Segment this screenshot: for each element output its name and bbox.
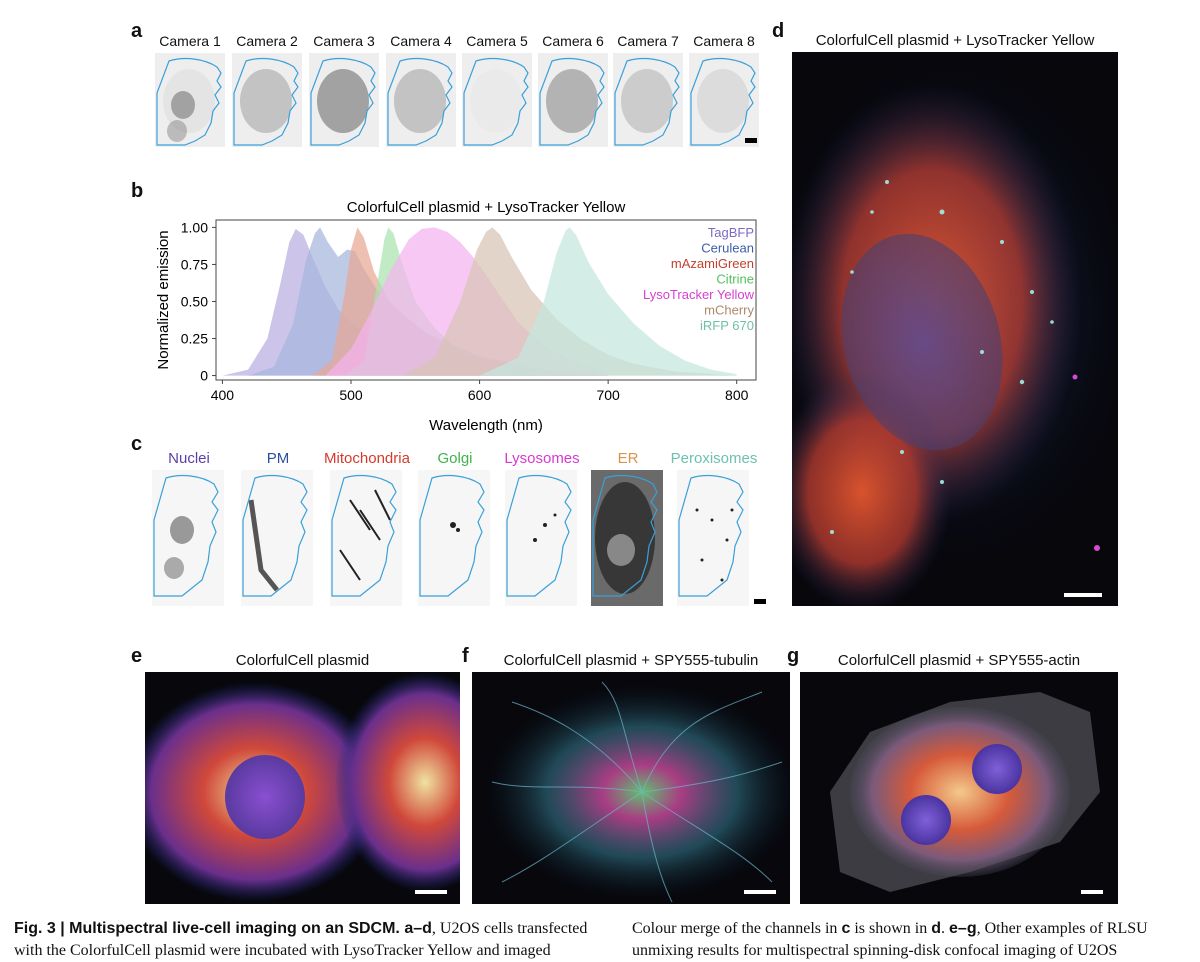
scale-bar-d	[1064, 593, 1102, 597]
y-tick-label: 0.25	[181, 331, 208, 347]
axis-ticks: 400 500 600 700 800 0 0.25 0.50 0.75 1.00	[181, 219, 749, 403]
channel-image-er	[591, 470, 663, 606]
x-tick-label: 800	[725, 387, 749, 403]
camera-label-4: Camera 4	[390, 33, 452, 49]
caption-right: Colour merge of the channels in c is sho…	[632, 918, 1192, 962]
camera-image-8	[689, 53, 759, 147]
caption-r1d: , Other examples of RLSU	[976, 920, 1148, 937]
area-irfp-670	[479, 227, 737, 376]
caption-ref-c: c	[841, 920, 851, 937]
channel-image-nuclei	[152, 470, 224, 606]
x-axis-label: Wavelength (nm)	[429, 417, 543, 434]
merged-image-g	[800, 672, 1118, 904]
channel-label-lysosomes: Lysosomes	[504, 450, 580, 467]
panel-f-title: ColorfulCell plasmid + SPY555-tubulin	[503, 652, 759, 669]
camera-image-6	[538, 53, 608, 147]
camera-label-3: Camera 3	[313, 33, 375, 49]
camera-image-4	[386, 53, 456, 147]
x-tick-label: 700	[596, 387, 620, 403]
y-tick-label: 1.00	[181, 219, 208, 235]
chart-legend: TagBFPCeruleanmAzamiGreenCitrineLysoTrac…	[643, 225, 755, 333]
legend-entry-lysotracker-yellow: LysoTracker Yellow	[643, 287, 755, 302]
channel-image-golgi	[418, 470, 490, 606]
channel-image-lysosomes	[505, 470, 577, 606]
panel-label-c: c	[131, 433, 143, 455]
x-tick-label: 600	[468, 387, 492, 403]
caption-line1-text: , U2OS cells transfected	[431, 920, 588, 937]
legend-entry-irfp-670: iRFP 670	[700, 318, 754, 333]
merged-image-e	[145, 672, 460, 904]
channel-label-nuclei: Nuclei	[168, 450, 210, 467]
caption-r1c: .	[941, 920, 950, 937]
panel-label-g: g	[787, 645, 800, 667]
caption-r1b: is shown in	[850, 920, 932, 937]
channel-image-pm	[241, 470, 313, 606]
caption-ref-eg: e–g	[949, 920, 977, 937]
scale-bar-a	[745, 138, 757, 143]
panel-label-e: e	[131, 645, 143, 667]
camera-label-2: Camera 2	[236, 33, 298, 49]
y-tick-label: 0.50	[181, 293, 208, 309]
plot-frame	[215, 219, 757, 381]
camera-image-2	[232, 53, 302, 147]
camera-label-8: Camera 8	[693, 33, 755, 49]
y-axis-label: Normalized emission	[155, 230, 172, 369]
caption-r2: unmixing results for multispectral spinn…	[632, 942, 1118, 959]
camera-image-3	[309, 53, 379, 147]
panel-label-d: d	[772, 20, 785, 42]
panel-e-title: ColorfulCell plasmid	[235, 652, 370, 669]
legend-entry-cerulean: Cerulean	[701, 241, 754, 256]
y-tick-label: 0	[200, 368, 208, 384]
caption-bold: Fig. 3 | Multispectral live-cell imaging…	[14, 920, 432, 937]
channel-label-peroxisomes: Peroxisomes	[670, 450, 758, 467]
panel-label-b: b	[131, 180, 144, 202]
scale-bar-f	[744, 890, 776, 894]
camera-image-7	[613, 53, 683, 147]
emission-spectra-chart: ColorfulCell plasmid + LysoTracker Yello…	[155, 199, 757, 434]
merged-image-f	[472, 672, 790, 904]
channel-label-pm: PM	[266, 450, 290, 467]
scale-bar-g	[1081, 890, 1103, 894]
channel-label-er: ER	[617, 450, 639, 467]
merged-image-d	[792, 52, 1118, 606]
camera-label-7: Camera 7	[617, 33, 679, 49]
camera-image-1	[155, 53, 225, 147]
caption-r1a: Colour merge of the channels in	[632, 920, 842, 937]
panel-g-title: ColorfulCell plasmid + SPY555-actin	[837, 652, 1081, 669]
spectra-areas	[222, 227, 737, 376]
legend-entry-mcherry: mCherry	[704, 303, 754, 318]
caption-ref-d: d	[931, 920, 942, 937]
scale-bar-e	[415, 890, 447, 894]
x-tick-label: 500	[339, 387, 363, 403]
area-mcherry	[402, 227, 737, 376]
channel-label-golgi: Golgi	[437, 450, 473, 467]
legend-entry-mazamigreen: mAzamiGreen	[671, 256, 754, 271]
legend-entry-tagbfp: TagBFP	[708, 225, 754, 240]
caption-line2: with the ColorfulCell plasmid were incub…	[14, 942, 551, 959]
camera-label-1: Camera 1	[159, 33, 221, 49]
caption-left: Fig. 3 | Multispectral live-cell imaging…	[14, 918, 604, 962]
panel-d-title: ColorfulCell plasmid + LysoTracker Yello…	[815, 32, 1095, 49]
camera-image-5	[462, 53, 532, 147]
legend-entry-citrine: Citrine	[716, 272, 754, 287]
camera-label-5: Camera 5	[466, 33, 528, 49]
chart-title: ColorfulCell plasmid + LysoTracker Yello…	[347, 199, 626, 216]
channel-label-mitochondria: Mitochondria	[324, 450, 410, 467]
channel-image-mitochondria	[330, 470, 402, 606]
scale-bar-c	[754, 599, 766, 604]
panel-label-a: a	[131, 20, 143, 42]
x-tick-label: 400	[211, 387, 235, 403]
panel-label-f: f	[462, 645, 469, 667]
y-tick-label: 0.75	[181, 256, 208, 272]
channel-image-peroxisomes	[677, 470, 749, 606]
camera-label-6: Camera 6	[542, 33, 604, 49]
